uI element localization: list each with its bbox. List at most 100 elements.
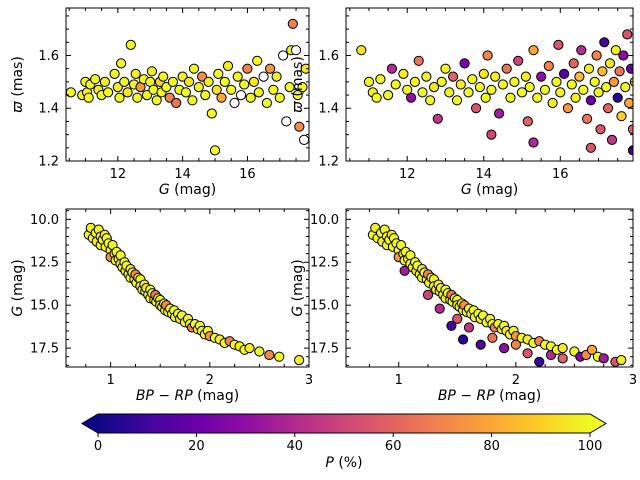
data-point [363,76,375,88]
panel-parallax-field: 12 14 16 1.2 1.4 1.6 G (mag) ϖ (mas) [290,7,634,198]
data-point [585,142,597,153]
x-tick-label: 16 [552,167,569,182]
x-axis-label: G (mag) [159,182,216,198]
data-point [116,58,127,69]
x-tick-label: 12 [110,167,127,182]
data-point [601,82,612,93]
data-point [271,71,282,82]
data-point [626,63,633,74]
data-point [219,76,230,88]
data-point [184,76,195,88]
data-point [585,95,597,106]
data-point [274,92,285,103]
colorbar-tick-label: 0 [94,439,102,454]
data-point [83,92,94,103]
data-point [294,121,305,132]
data-point [197,71,208,82]
data-point [132,92,143,103]
data-point [171,97,182,109]
data-point [547,97,558,109]
data-point [177,71,188,82]
data-point [402,84,413,95]
data-point [576,45,587,56]
panel-cmd-field: 1 2 3 10.0 12.5 15.0 17.5 BP − RP (mag) G (mag) [290,208,637,404]
data-point [516,87,528,98]
data-point [158,71,169,82]
data-point [141,90,153,101]
x-tick-label: 3 [305,373,313,388]
data-point [375,74,386,85]
data-point [451,95,463,106]
data-point [417,87,428,98]
data-point [248,76,259,88]
data-point [290,45,302,56]
data-point [539,84,551,95]
data-point [597,66,608,77]
data-point [562,103,574,114]
data-point [386,63,397,74]
x-tick-label: 1 [395,373,403,388]
data-point [589,76,600,88]
data-point [114,92,125,103]
y-axis-label: G (mag) [10,259,26,316]
data-point [90,74,101,85]
data-point [528,137,539,148]
x-tick-label: 14 [174,167,191,182]
colorbar-axis-label: P (%) [325,455,362,471]
data-point [522,348,533,359]
axes-frame [345,7,634,162]
scatter-points-cmd-members [83,222,305,366]
x-tick-label: 2 [206,373,214,388]
data-point [610,45,621,56]
data-point [486,129,497,140]
x-axis-label: G (mag) [461,182,518,198]
data-point [608,76,620,88]
y-axis-label: ϖ (mas) [290,56,306,113]
data-point [551,76,562,88]
data-point [421,71,432,82]
data-point [440,63,451,74]
y-tick-label: 1.2 [38,155,59,170]
data-point [239,79,250,90]
data-point [268,84,279,95]
data-point [99,76,111,88]
data-point [520,71,532,82]
data-point [620,82,631,93]
y-axis-label: ϖ (mas) [10,56,26,113]
colorbar-tick-label: 40 [287,439,304,454]
data-point [599,37,610,48]
data-point [582,113,593,124]
axes-frame [65,7,310,162]
data-point [606,134,618,145]
data-point [253,87,264,98]
data-point [522,116,533,127]
data-point [583,63,595,74]
y-tick-label: 15.0 [30,299,59,314]
data-point [497,79,508,90]
data-point [281,116,292,127]
data-point [180,87,191,98]
data-point [459,58,470,69]
data-point [425,95,436,106]
data-point [112,82,123,93]
data-point [213,68,224,80]
x-tick-label: 16 [239,167,256,182]
data-point [618,50,629,61]
colorbar: 0 20 40 60 80 100 P (%) [81,413,607,471]
data-point [252,55,263,66]
scatter-points-parallax-members [66,18,309,156]
data-point [297,82,308,93]
colorbar-gradient [98,414,590,433]
data-point [524,82,535,93]
data-point [278,50,289,61]
data-point [119,76,130,88]
x-tick-label: 2 [512,373,520,388]
data-point [371,92,382,103]
x-axis-label: BP − RP (mag) [136,388,239,404]
y-tick-label: 17.5 [30,342,59,357]
data-point [125,39,136,51]
colorbar-tick-label: 20 [188,439,205,454]
data-point [593,87,604,98]
data-point [586,344,598,355]
